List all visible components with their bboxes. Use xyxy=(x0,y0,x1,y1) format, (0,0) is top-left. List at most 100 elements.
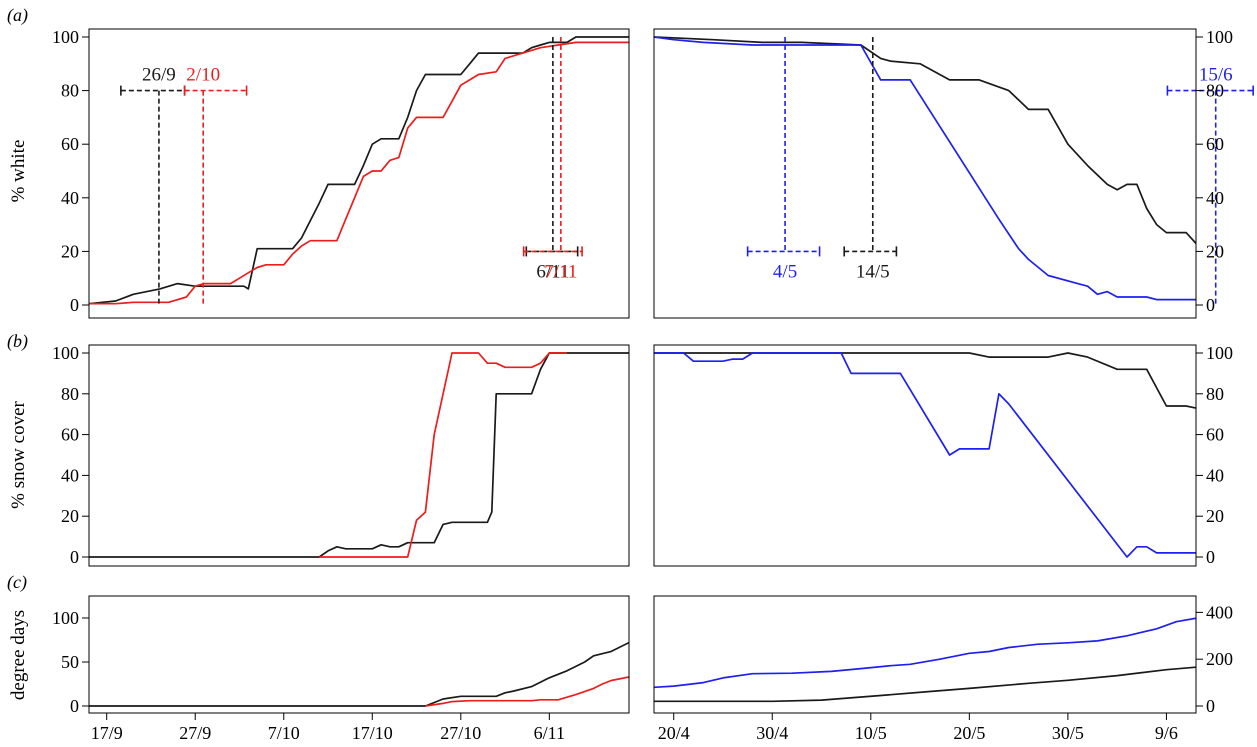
y-tick-label: 40 xyxy=(1206,188,1224,208)
y-tick-label: 100 xyxy=(52,27,79,47)
series-line-c-right-black xyxy=(654,666,1196,703)
x-tick-label: 6/11 xyxy=(534,723,565,743)
y-tick-label: 400 xyxy=(1206,602,1233,622)
marker-a-left-0: 26/9 xyxy=(120,65,186,305)
marker-a-left-1: 2/10 xyxy=(183,65,248,305)
x-tick-label: 27/10 xyxy=(440,723,481,743)
series-line-c-left-black xyxy=(89,641,629,707)
y-axis-a-left: 0 20 40 60 80 100 xyxy=(52,27,89,315)
x-tick-label: 17/10 xyxy=(352,723,393,743)
series-line-b-right-black xyxy=(654,352,1196,409)
axis-label-b-left-y: % snow cover xyxy=(8,401,29,509)
series-line-b-left-red xyxy=(319,352,567,558)
marker-label: 2/10 xyxy=(186,65,220,86)
plot-b-left: 0 20 40 60 80 100 xyxy=(52,343,630,567)
frame-c-left xyxy=(88,595,630,714)
x-tick-label: 30/4 xyxy=(756,723,788,743)
series-line-a-right-blue xyxy=(654,36,1196,301)
y-tick-label: 80 xyxy=(1206,384,1224,404)
marker-label: 7/11 xyxy=(544,261,577,282)
frame-b-left xyxy=(88,344,630,567)
marker-label: 26/9 xyxy=(142,65,176,86)
x-tick-label: 27/9 xyxy=(179,723,211,743)
series-group-b-right xyxy=(654,352,1196,558)
marker-label: 14/5 xyxy=(856,261,890,282)
y-tick-label: 50 xyxy=(61,652,79,672)
y-tick-label: 20 xyxy=(1206,241,1224,261)
series-group-b-left xyxy=(89,352,629,558)
plot-b-right: 0 20 40 60 80 100 xyxy=(653,343,1233,567)
axis-label-a-left-y: % white xyxy=(8,140,29,203)
series-line-b-left-black xyxy=(89,352,629,558)
y-axis-b-left: 0 20 40 60 80 100 xyxy=(52,343,89,567)
series-line-c-right-blue xyxy=(654,617,1196,689)
frame-b-right xyxy=(653,344,1197,567)
x-tick-label: 20/5 xyxy=(953,723,985,743)
y-tick-label: 100 xyxy=(1206,343,1233,363)
y-tick-label: 20 xyxy=(1206,506,1224,526)
series-group-a-left xyxy=(89,36,629,305)
y-tick-label: 100 xyxy=(52,608,79,628)
y-tick-label: 40 xyxy=(61,465,79,485)
x-tick-label: 7/10 xyxy=(268,723,300,743)
y-axis-c-left: 0 50 100 xyxy=(52,608,89,716)
x-tick-label: 10/5 xyxy=(855,723,887,743)
panel-label-b: (b) xyxy=(7,331,28,352)
panel-label-a: (a) xyxy=(7,5,28,26)
marker-label: 15/6 xyxy=(1199,65,1233,86)
y-tick-label: 60 xyxy=(61,425,79,445)
series-line-a-left-black xyxy=(89,36,629,305)
y-tick-label: 60 xyxy=(1206,425,1224,445)
y-tick-label: 60 xyxy=(1206,134,1224,154)
series-group-a-right xyxy=(654,36,1196,301)
y-tick-label: 0 xyxy=(1206,295,1215,315)
y-tick-label: 80 xyxy=(61,384,79,404)
panel-label-c: (c) xyxy=(7,572,27,593)
y-tick-label: 60 xyxy=(61,134,79,154)
marker-a-left-3: 7/11 xyxy=(522,37,583,282)
y-axis-a-right: 0 20 40 60 80 100 xyxy=(1196,27,1233,315)
marker-label: 4/5 xyxy=(773,261,797,282)
y-tick-label: 0 xyxy=(1206,696,1215,716)
y-tick-label: 100 xyxy=(52,343,79,363)
series-line-a-right-black xyxy=(654,36,1196,245)
y-axis-b-right: 0 20 40 60 80 100 xyxy=(1196,343,1233,567)
x-axis-a-left: 17/9 27/9 7/10 17/10 27/10 6/11 xyxy=(91,713,565,743)
series-line-a-left-red xyxy=(89,41,629,305)
svg-text:% snow cover: % snow cover xyxy=(8,401,29,509)
axis-label-c-left-y: degree days xyxy=(8,610,29,700)
marker-a-right-0: 4/5 xyxy=(746,37,821,282)
y-tick-label: 20 xyxy=(61,241,79,261)
marker-a-right-2: 15/6 xyxy=(1166,65,1254,305)
x-tick-label: 9/6 xyxy=(1155,723,1178,743)
marker-a-right-1: 14/5 xyxy=(843,37,898,282)
y-tick-label: 80 xyxy=(1206,81,1224,101)
y-tick-label: 40 xyxy=(1206,465,1224,485)
x-axis-a-right: 20/4 30/4 10/5 20/5 30/5 9/6 xyxy=(658,713,1178,743)
y-tick-label: 0 xyxy=(1206,547,1215,567)
y-tick-label: 80 xyxy=(61,81,79,101)
y-tick-label: 0 xyxy=(70,295,79,315)
y-tick-label: 40 xyxy=(61,188,79,208)
y-tick-label: 100 xyxy=(1206,27,1233,47)
x-tick-label: 20/4 xyxy=(658,723,690,743)
x-tick-label: 30/5 xyxy=(1052,723,1084,743)
frame-c-right xyxy=(653,595,1197,714)
plot-c-left: 0 50 100 xyxy=(52,595,630,716)
frame-a-right xyxy=(653,28,1197,319)
y-tick-label: 20 xyxy=(61,506,79,526)
series-line-b-right-blue xyxy=(654,352,1196,558)
x-tick-label: 17/9 xyxy=(91,723,123,743)
svg-text:degree days: degree days xyxy=(8,610,29,700)
marker-label: 6/11 xyxy=(536,261,569,282)
series-group-c-right xyxy=(654,617,1196,703)
y-tick-label: 200 xyxy=(1206,649,1233,669)
svg-text:% white: % white xyxy=(8,140,29,203)
marker-a-left-2: 6/11 xyxy=(525,37,579,282)
y-tick-label: 0 xyxy=(70,547,79,567)
y-axis-c-right: 0 200 400 xyxy=(1196,602,1233,716)
plot-a-right: 4/514/515/64/702040608010020/430/410/520… xyxy=(653,27,1254,743)
